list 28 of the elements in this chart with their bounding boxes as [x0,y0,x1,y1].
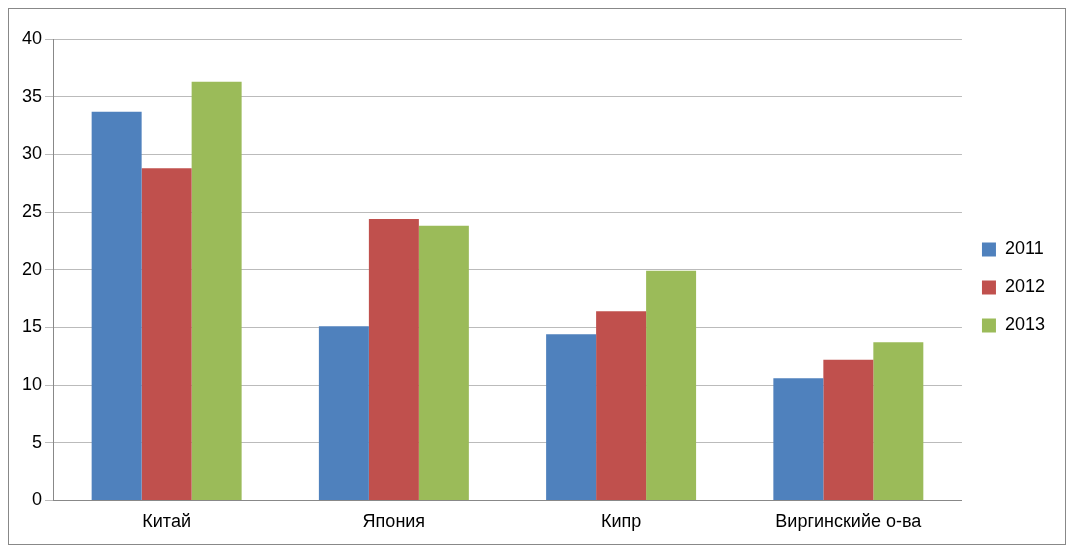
y-tick-label: 5 [32,431,43,452]
bar [418,225,469,500]
bar [873,342,924,500]
x-tick-label: Китай [142,511,191,532]
bar [191,81,242,500]
bar [91,111,142,500]
bar [596,311,647,500]
y-tick-label: 30 [21,143,43,164]
legend-label: 2012 [1004,276,1045,297]
x-tick-label: Виргинскийе о-ва [775,511,923,532]
bar [141,168,192,500]
bar [823,359,874,500]
bar [646,270,697,500]
y-tick-label: 40 [21,27,43,48]
y-tick-label: 10 [21,374,43,395]
y-tick-label: 35 [21,85,43,106]
bar [318,326,369,500]
y-tick-label: 25 [21,200,43,221]
x-tick-label: Япония [362,511,426,532]
y-tick-label: 0 [32,489,43,510]
bar [546,334,597,500]
legend-label: 2013 [1004,314,1045,335]
bar [773,378,824,500]
x-tick-label: Кипр [600,511,642,532]
y-tick-label: 15 [21,316,43,337]
legend-label: 2011 [1004,238,1044,259]
bar [368,218,419,500]
y-tick-label: 20 [21,258,43,279]
